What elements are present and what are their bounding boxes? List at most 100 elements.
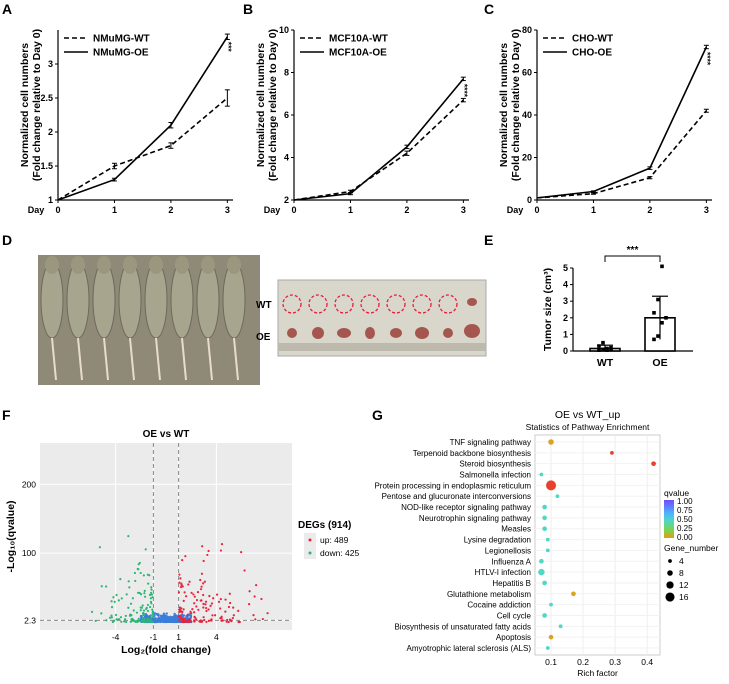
up-point: [197, 608, 200, 611]
up-point: [178, 581, 181, 584]
pathway-dot: [542, 515, 547, 521]
data-point: [601, 340, 605, 345]
down-point: [141, 619, 144, 622]
up-point: [208, 594, 211, 598]
up-point: [202, 602, 205, 605]
up-point: [178, 615, 181, 618]
pathway-dot: [545, 548, 550, 553]
x-tick-label: OE: [652, 357, 667, 369]
pathway-label: Glutathione metabolism: [447, 590, 531, 599]
pathway-label: Salmonella infection: [459, 471, 531, 480]
up-point: [204, 600, 208, 603]
legend-key-bg: [304, 533, 316, 559]
down-point: [111, 620, 114, 624]
up-point: [211, 614, 214, 617]
significance-mark: ***: [627, 245, 639, 256]
x-tick-label: 2: [168, 205, 173, 215]
ns-point: [166, 615, 169, 618]
down-point: [123, 620, 126, 623]
down-point: [120, 620, 123, 623]
oe-tumor: [287, 328, 297, 338]
y-axis-label-2: (Fold change relative to Day 0): [510, 29, 522, 181]
panel-letter-f: F: [2, 407, 11, 423]
photo-mice: [38, 255, 260, 385]
series-line: [57, 36, 229, 201]
y-axis-label-1: Normalized cell numbers: [498, 43, 510, 167]
down-point: [151, 613, 154, 616]
data-point: [660, 320, 664, 325]
up-point: [205, 620, 208, 623]
up-point: [220, 543, 224, 546]
panel-letter-c: C: [484, 1, 494, 17]
down-point: [151, 608, 154, 611]
pathway-label: Lysine degradation: [464, 536, 531, 545]
legend-label: MCF10A-OE: [329, 48, 387, 59]
down-point: [127, 580, 130, 583]
up-point: [193, 611, 196, 614]
down-point: [149, 614, 153, 617]
up-point: [179, 586, 183, 589]
down-point: [142, 613, 145, 617]
mouse-head: [227, 256, 241, 274]
wt-tumor-circle: [334, 294, 354, 314]
panel-letter-e: E: [484, 232, 493, 248]
x-tick-label: 1: [348, 205, 353, 215]
ns-point: [174, 619, 178, 622]
chart-e: 0 1 2 3 4 5 Tumor size (cm³) WT OE ***: [542, 245, 693, 369]
down-point: [125, 620, 128, 624]
x-tick-label: 3: [704, 205, 709, 215]
gene-size-key: [666, 581, 674, 589]
up-point: [203, 618, 206, 622]
down-point: [90, 610, 94, 613]
down-point: [105, 619, 108, 622]
legend-key-up: [308, 538, 312, 542]
up-point: [230, 619, 233, 622]
up-point: [226, 618, 229, 622]
data-point: [597, 344, 601, 348]
data-point: [660, 264, 664, 269]
up-point: [198, 620, 201, 623]
up-point: [220, 615, 223, 618]
up-point: [203, 580, 206, 583]
down-point: [149, 605, 152, 609]
pathway-label: Legionellosis: [485, 546, 531, 555]
data-point: [605, 348, 609, 352]
series-line: [536, 110, 707, 199]
legend-label-up: up: 489: [320, 535, 349, 545]
y-tick-label: 2: [284, 195, 289, 205]
down-point: [134, 579, 137, 583]
down-point: [129, 602, 133, 605]
y-tick-label: 40: [522, 110, 532, 120]
up-point: [261, 617, 264, 621]
pathway-label: Pentose and glucuronate interconversions: [382, 492, 531, 501]
mouse-tail: [207, 337, 213, 381]
pathway-dot: [542, 504, 547, 510]
up-point: [252, 614, 255, 617]
up-point: [204, 603, 207, 606]
mouse-tail: [51, 337, 57, 381]
up-point: [195, 605, 198, 608]
x-tick-label: WT: [597, 357, 614, 369]
pathway-label: Measles: [501, 525, 531, 534]
up-point: [202, 593, 205, 597]
up-point: [178, 573, 181, 576]
x-tick-label: 4: [214, 632, 219, 642]
chart-b: 2 4 6 8 10 0 1 2 3 Day Normalized cell numbers (Fol…: [255, 25, 469, 215]
legend-label: MCF10A-WT: [329, 34, 388, 45]
up-point: [186, 619, 189, 623]
plot-background: [40, 443, 292, 630]
ns-point: [153, 612, 157, 615]
chart-f: 2.3 100 200 -4 -1 1 4 OE vs WT Log₂(fold change)…: [5, 429, 359, 656]
down-point: [113, 600, 116, 604]
down-point: [131, 597, 134, 600]
ns-point: [173, 614, 176, 618]
y-tick-label: 6: [284, 110, 289, 120]
up-point: [200, 599, 203, 602]
down-point: [139, 571, 142, 575]
x-tick-label: 1: [176, 632, 181, 642]
gene-size-key: [667, 570, 673, 576]
up-point: [192, 619, 196, 622]
wt-tumor: [467, 298, 477, 306]
x-axis-label: Log₂(fold change): [121, 644, 211, 656]
